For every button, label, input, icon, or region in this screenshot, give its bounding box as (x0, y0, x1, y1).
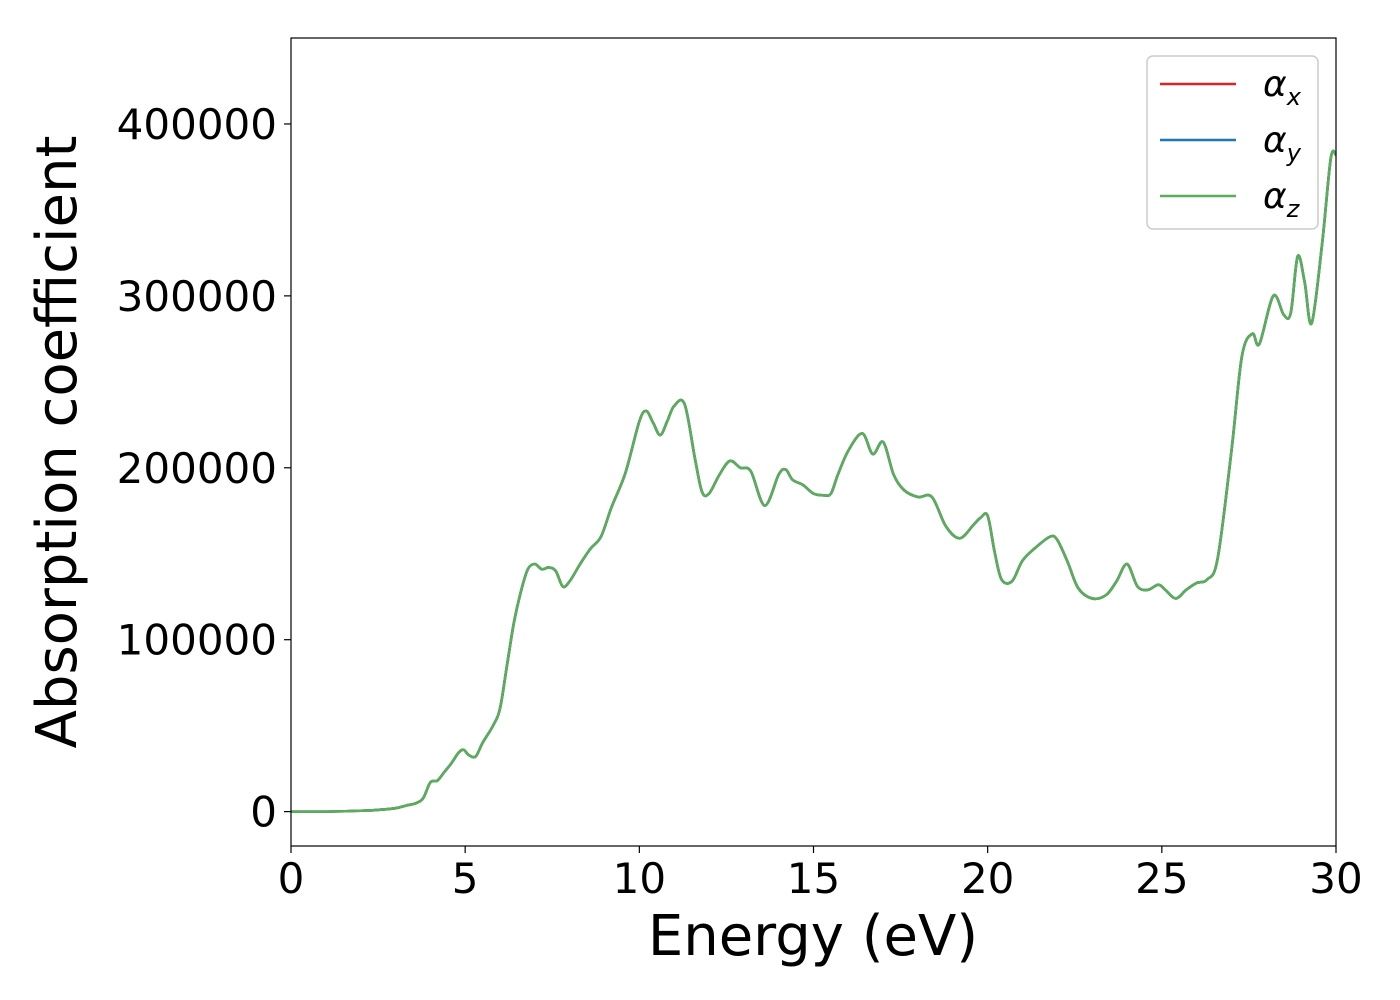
y-tick-label: 200000 (117, 444, 277, 493)
x-tick-label: 25 (1135, 854, 1188, 903)
series-lines (290, 149, 1338, 813)
legend-subscript: z (1286, 195, 1301, 223)
y-tick-label: 100000 (117, 616, 277, 665)
x-tick-label: 0 (278, 854, 305, 903)
legend-label: αy (1263, 120, 1302, 167)
legend-symbol: α (1263, 176, 1287, 217)
legend-symbol: α (1263, 120, 1287, 161)
series-line-2 (290, 149, 1338, 813)
legend-subscript: y (1286, 139, 1302, 167)
axis-ticks: 0 5 10 15 20 25 30 0 100000 200000 300000 400000 (117, 100, 1363, 903)
x-tick-label: 5 (452, 854, 479, 903)
plot-frame (290, 37, 1337, 847)
x-axis-label: Energy (eV) (648, 904, 978, 969)
x-tick-label: 30 (1309, 854, 1362, 903)
legend-symbol: α (1263, 64, 1287, 105)
x-tick-label: 15 (787, 854, 840, 903)
x-tick-label: 10 (613, 854, 666, 903)
y-tick-label: 300000 (117, 272, 277, 321)
legend-subscript: x (1286, 83, 1302, 111)
y-tick-label: 400000 (117, 100, 277, 149)
y-tick-label: 0 (250, 788, 277, 837)
x-tick-label: 20 (961, 854, 1014, 903)
legend-box (1146, 55, 1319, 230)
legend-label: αx (1263, 64, 1302, 111)
legend-label: αz (1263, 176, 1301, 223)
y-axis-label: Absorption coefficient (25, 136, 90, 749)
